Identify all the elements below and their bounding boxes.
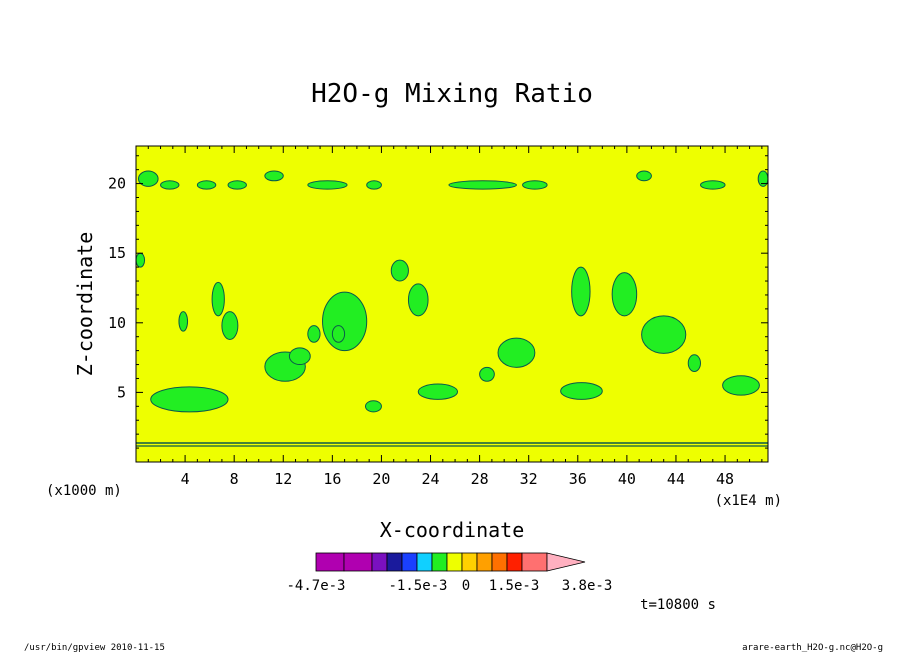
anomaly-region (227, 180, 247, 190)
x-tick-label: 4 (181, 470, 190, 488)
anomaly-region (560, 382, 603, 400)
x-tick-label: 48 (716, 470, 734, 488)
colorbar-swatch (416, 552, 433, 572)
colorbar-label: 1.5e-3 (489, 578, 540, 594)
anomaly-region (417, 383, 459, 400)
x-unit-left: (x1000 m) (46, 483, 122, 499)
colorbar-swatch (401, 552, 418, 572)
y-tick-label: 5 (117, 383, 126, 401)
anomaly-region (522, 180, 548, 190)
colorbar-swatch (446, 552, 463, 572)
x-tick-label: 36 (569, 470, 587, 488)
x-tick-label: 20 (372, 470, 390, 488)
anomaly-region (137, 170, 159, 187)
x-tick-label: 12 (274, 470, 292, 488)
colorbar-swatch (315, 552, 345, 572)
x-tick-label: 16 (323, 470, 341, 488)
colorbar-swatch (431, 552, 448, 572)
footer-left: /usr/bin/gpview 2010-11-15 (24, 643, 165, 653)
colorbar-arrow (546, 552, 586, 572)
colorbar-label: 3.8e-3 (562, 578, 613, 594)
y-tick-label: 20 (108, 175, 126, 193)
chart-title: H2O-g Mixing Ratio (311, 79, 593, 109)
anomaly-region (211, 281, 225, 317)
y-axis-label: Z-coordinate (73, 232, 97, 377)
anomaly-regions (135, 170, 769, 413)
colorbar-swatch (343, 552, 373, 572)
anomaly-region (364, 400, 382, 413)
x-unit-right: (x1E4 m) (715, 493, 782, 509)
anomaly-region (178, 311, 189, 332)
anomaly-region (160, 180, 180, 190)
colorbar-label: -4.7e-3 (286, 578, 345, 594)
x-tick-label: 8 (230, 470, 239, 488)
anomaly-region (264, 170, 284, 182)
y-tick-label: 10 (108, 314, 126, 332)
anomaly-region (641, 315, 687, 354)
anomaly-region (288, 347, 311, 366)
colorbar-label: 0 (462, 578, 470, 594)
anomaly-region (611, 272, 638, 317)
anomaly-region (700, 180, 726, 190)
colorbar-swatch (386, 552, 403, 572)
colorbar-swatch (371, 552, 388, 572)
anomaly-region (407, 283, 429, 317)
time-label: t=10800 s (640, 597, 716, 613)
colorbar-swatch (461, 552, 478, 572)
anomaly-region (196, 180, 217, 190)
colorbar-label: -1.5e-3 (388, 578, 447, 594)
plot-frame (135, 145, 769, 463)
plot-area (136, 146, 768, 462)
anomaly-region (135, 252, 146, 268)
anomaly-region (497, 337, 536, 368)
anomaly-region (479, 366, 495, 382)
anomaly-region (331, 325, 346, 343)
anomaly-region (221, 311, 239, 340)
x-tick-label: 44 (667, 470, 685, 488)
colorbar-labels: -4.7e-3 -1.5e-3 0 1.5e-3 3.8e-3 (286, 578, 612, 594)
anomaly-region (366, 180, 382, 190)
footer-right: arare-earth_H2O-g.nc@H2O-g (742, 643, 883, 653)
anomaly-region (636, 170, 652, 182)
x-tick-label: 40 (618, 470, 636, 488)
colorbar-swatch (506, 552, 523, 572)
anomaly-region (448, 180, 517, 190)
anomaly-region (390, 259, 409, 282)
colorbar-swatch (491, 552, 508, 572)
anomaly-region (571, 266, 591, 317)
anomaly-region (150, 386, 229, 413)
anomaly-region (322, 291, 368, 352)
x-tick-label: 28 (471, 470, 489, 488)
y-tick-label: 15 (108, 244, 126, 262)
colorbar-swatch (521, 552, 548, 572)
x-tick-label: 24 (421, 470, 439, 488)
x-axis-ticks: 4 8 12 16 20 24 28 32 36 40 44 48 (147, 146, 763, 488)
anomaly-region (307, 180, 348, 190)
y-axis-ticks: 5 10 15 20 (108, 155, 768, 449)
colorbar-swatch (476, 552, 493, 572)
colorbar (315, 552, 586, 572)
anomaly-region (687, 354, 702, 373)
x-tick-label: 32 (520, 470, 538, 488)
anomaly-region (307, 325, 321, 343)
x-axis-label: X-coordinate (380, 518, 525, 542)
anomaly-region (722, 375, 760, 396)
